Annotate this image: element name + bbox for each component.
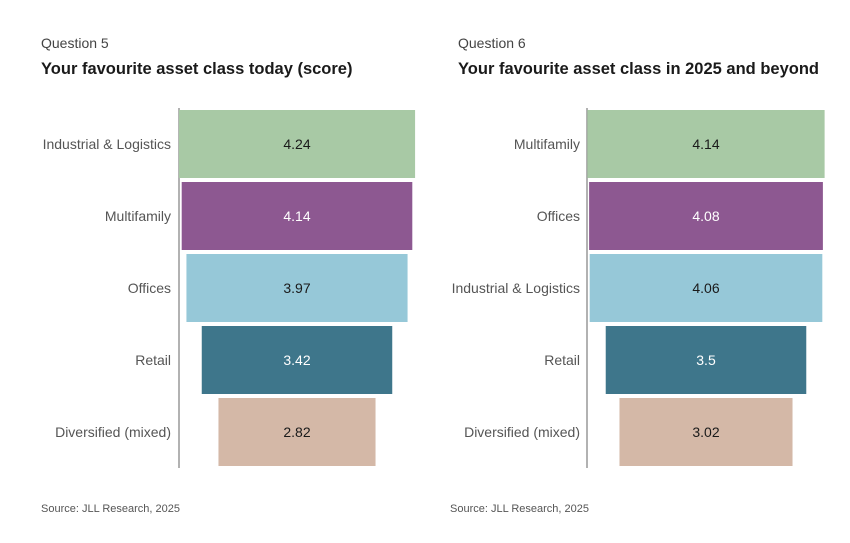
- funnel-chart-q6: 4.14 Multifamily 4.08 Offices 4.06 Industrial…: [452, 108, 825, 468]
- category-label: Offices: [128, 280, 171, 296]
- funnel-chart-q5: 4.24 Industrial & Logistics 4.14 Multifamil…: [43, 108, 416, 468]
- chart-source: Source: JLL Research, 2025: [450, 503, 590, 515]
- bar: [587, 110, 825, 178]
- chart-title: Your favourite asset class today (score): [41, 60, 353, 78]
- data-label: 3.42: [283, 352, 310, 368]
- chart-panel-q5: Question 5 Your favourite asset class to…: [41, 35, 416, 515]
- data-label: 3.02: [692, 424, 719, 440]
- category-label: Offices: [537, 208, 580, 224]
- data-label: 2.82: [283, 424, 310, 440]
- data-label: 3.97: [283, 280, 310, 296]
- data-label: 4.24: [283, 136, 310, 152]
- data-label: 4.08: [692, 208, 719, 224]
- category-label: Retail: [135, 352, 171, 368]
- chart-panel-q6: Question 6 Your favourite asset class in…: [425, 0, 850, 543]
- category-label: Industrial & Logistics: [43, 136, 171, 152]
- category-label: Diversified (mixed): [464, 424, 580, 440]
- bar: [201, 326, 393, 394]
- bar: [178, 110, 416, 178]
- bar: [186, 254, 408, 322]
- bar: [589, 182, 823, 250]
- bar: [218, 398, 376, 466]
- category-label: Retail: [544, 352, 580, 368]
- bar: [589, 254, 823, 322]
- chart-title: Your favourite asset class in 2025 and b…: [458, 60, 819, 78]
- chart-subtitle: Question 5: [41, 35, 109, 51]
- data-label: 4.14: [692, 136, 719, 152]
- data-label: 4.14: [283, 208, 310, 224]
- category-label: Diversified (mixed): [55, 424, 171, 440]
- bar: [605, 326, 807, 394]
- category-label: Industrial & Logistics: [452, 280, 580, 296]
- data-label: 3.5: [696, 352, 716, 368]
- bar: [619, 398, 793, 466]
- category-label: Multifamily: [105, 208, 171, 224]
- data-label: 4.06: [692, 280, 719, 296]
- bar: [181, 182, 413, 250]
- chart-source: Source: JLL Research, 2025: [41, 503, 181, 515]
- chart-subtitle: Question 6: [458, 35, 526, 51]
- category-label: Multifamily: [514, 136, 580, 152]
